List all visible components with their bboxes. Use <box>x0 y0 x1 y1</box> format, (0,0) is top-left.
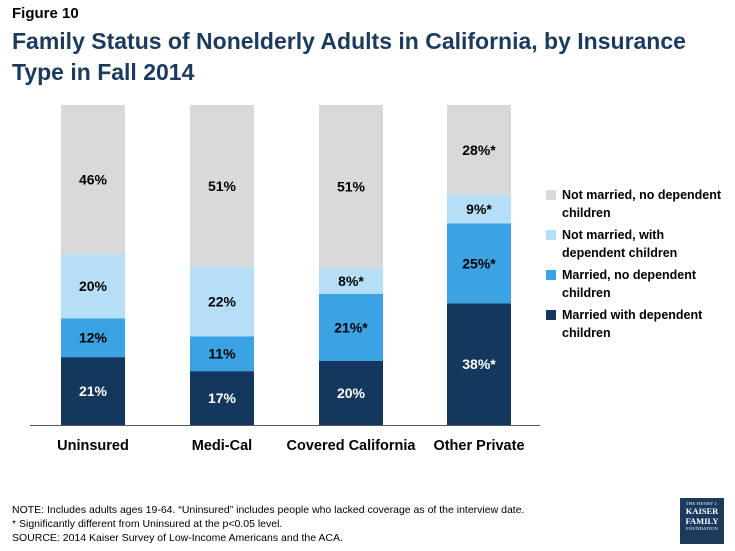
data-label: 17% <box>208 390 237 406</box>
bar-segment <box>61 105 125 254</box>
logo-text: FOUNDATION <box>686 526 718 531</box>
data-label: 28%* <box>462 142 496 158</box>
bar-segment <box>61 357 125 425</box>
legend-item-married-no-children: Married, no dependent children <box>546 266 726 302</box>
bar-segment <box>447 194 511 224</box>
data-label: 51% <box>337 179 366 195</box>
legend-item-not-married-no-children: Not married, no dependent children <box>546 186 726 222</box>
kff-logo: THE HENRY J. KAISER FAMILY FOUNDATION <box>680 498 724 544</box>
data-label: 25%* <box>462 255 496 271</box>
data-label: 11% <box>208 346 236 362</box>
data-label: 12% <box>79 330 108 346</box>
legend-swatch <box>546 230 556 240</box>
data-label: 46% <box>79 171 108 187</box>
logo-text: FAMILY <box>685 516 719 526</box>
logo-text: KAISER <box>685 506 719 516</box>
bar-segment <box>447 105 511 195</box>
figure-label: Figure 10 <box>12 5 79 22</box>
bar-segment <box>61 253 125 319</box>
legend-swatch <box>546 310 556 320</box>
legend-swatch <box>546 270 556 280</box>
legend-item-not-married-with-children: Not married, with dependent children <box>546 226 726 262</box>
note-line: * Significantly different from Uninsured… <box>12 518 283 530</box>
legend-label: Not married, no dependent children <box>562 188 722 220</box>
note-line: NOTE: Includes adults ages 19-64. “Unins… <box>12 504 525 516</box>
category-label: Uninsured <box>57 438 129 454</box>
bar-segment <box>319 293 383 361</box>
data-label: 9%* <box>466 201 492 217</box>
bar-segment <box>190 371 254 425</box>
bar-segment <box>447 303 511 425</box>
data-label: 21%* <box>334 319 368 335</box>
bar-segment <box>190 336 254 372</box>
data-label: 38%* <box>462 356 496 372</box>
bar-segment <box>447 223 511 304</box>
data-label: 22% <box>208 293 237 309</box>
data-label: 20% <box>337 385 366 401</box>
category-label: Covered California <box>287 438 417 454</box>
bar-segment <box>319 268 383 294</box>
legend-label: Married, no dependent children <box>562 268 697 300</box>
category-label: Medi-Cal <box>192 438 252 454</box>
legend-swatch <box>546 190 556 200</box>
data-label: 51% <box>208 178 237 194</box>
category-label: Other Private <box>433 438 524 454</box>
data-label: 21% <box>79 383 108 399</box>
data-label: 20% <box>79 278 108 294</box>
legend-item-married-with-children: Married with dependent children <box>546 306 726 342</box>
source-line: SOURCE: 2014 Kaiser Survey of Low-Income… <box>12 532 343 544</box>
bar-segment <box>319 105 383 269</box>
bar-segment <box>319 361 383 425</box>
notes: NOTE: Includes adults ages 19-64. “Unins… <box>12 503 662 545</box>
bar-segment <box>61 318 125 358</box>
bar-segment <box>190 105 254 267</box>
data-label: 8%* <box>338 273 364 289</box>
chart-title: Family Status of Nonelderly Adults in Ca… <box>12 28 686 85</box>
bar-segment <box>190 266 254 337</box>
legend-label: Not married, with dependent children <box>562 228 678 260</box>
logo-text: THE HENRY J. <box>685 501 719 506</box>
legend: Not married, no dependent children Not m… <box>546 186 726 346</box>
legend-label: Married with dependent children <box>562 308 703 340</box>
